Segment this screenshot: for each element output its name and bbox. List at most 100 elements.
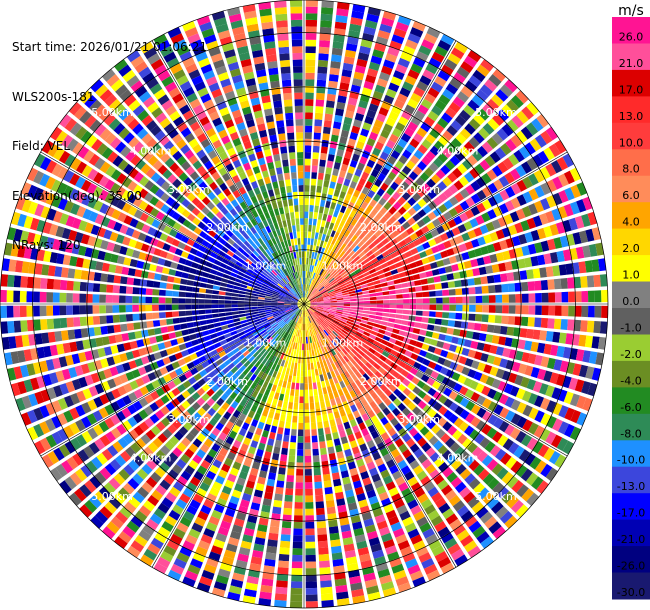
gate-cell (187, 564, 201, 575)
gate-cell (402, 264, 411, 271)
gate-cell (277, 304, 285, 306)
gate-cell (272, 294, 279, 297)
gate-cell (259, 591, 272, 600)
gate-cell (408, 315, 416, 321)
gate-cell (305, 561, 317, 569)
gate-cell (233, 386, 242, 395)
gate-cell (153, 351, 162, 360)
gate-cell (307, 277, 310, 285)
gate-cell (388, 206, 397, 215)
gate-cell (66, 280, 74, 291)
gate-cell (318, 347, 323, 355)
gate-cell (376, 296, 384, 300)
gate-cell (198, 309, 206, 315)
gate-cell (455, 253, 464, 262)
gate-cell (80, 179, 92, 192)
gate-cell (329, 67, 340, 76)
gate-cell (220, 520, 232, 530)
gate-cell (460, 279, 469, 287)
gate-cell (308, 294, 314, 300)
gate-cell (427, 408, 437, 419)
gate-cell (300, 323, 302, 331)
gate-cell (310, 415, 316, 423)
gate-cell (336, 311, 343, 314)
gate-cell (508, 372, 518, 384)
gate-cell (327, 326, 334, 332)
gate-cell (370, 391, 379, 400)
gate-cell (321, 139, 329, 148)
gate-cell (80, 464, 93, 478)
gate-cell (144, 417, 155, 428)
gate-cell (473, 371, 483, 381)
gate-cell (482, 398, 492, 409)
gate-cell (328, 147, 336, 156)
gate-cell (354, 168, 363, 177)
gate-cell (153, 562, 168, 574)
gate-cell (80, 328, 89, 338)
gate-cell (347, 138, 357, 147)
gate-cell (86, 282, 94, 292)
gate-cell (340, 331, 347, 337)
gate-cell (221, 463, 231, 473)
gate-cell (295, 382, 300, 390)
gate-cell (176, 442, 187, 453)
gate-cell (279, 293, 286, 297)
gate-cell (158, 312, 166, 319)
gate-cell (475, 314, 483, 322)
gate-cell (219, 447, 229, 457)
gate-cell (402, 337, 411, 344)
gate-cell (360, 357, 368, 365)
gate-cell (311, 165, 318, 173)
gate-cell (425, 248, 434, 256)
gate-cell (128, 360, 137, 370)
gate-cell (196, 449, 206, 459)
gate-cell (111, 209, 121, 220)
gate-cell (40, 389, 51, 402)
gate-cell (400, 230, 409, 239)
gate-cell (355, 331, 363, 337)
gate-cell (272, 419, 279, 427)
gate-cell (484, 516, 498, 529)
gate-cell (261, 331, 268, 337)
gate-cell (486, 496, 500, 510)
gate-cell (250, 373, 257, 382)
gate-cell (74, 231, 84, 243)
gate-cell (316, 514, 326, 522)
gate-cell (304, 298, 309, 304)
gate-cell (409, 232, 419, 241)
gate-cell (255, 344, 262, 351)
gate-cell (398, 427, 408, 438)
gate-cell (293, 308, 300, 313)
gate-cell (417, 160, 427, 171)
gate-cell (522, 176, 533, 189)
gate-cell (383, 201, 392, 211)
gate-cell (310, 278, 314, 286)
gate-cell (413, 253, 421, 261)
gate-cell (156, 240, 165, 249)
gate-cell (340, 318, 348, 323)
gate-cell (264, 309, 272, 312)
gate-cell (454, 405, 465, 416)
gate-cell (445, 107, 457, 119)
gate-cell (179, 285, 187, 291)
gate-cell (230, 272, 238, 278)
gate-cell (203, 563, 217, 574)
gate-cell (113, 221, 123, 232)
gate-cell (325, 265, 331, 272)
gate-cell (42, 221, 53, 234)
gate-cell (379, 225, 387, 233)
gate-cell (370, 430, 380, 439)
gate-cell (318, 317, 324, 323)
gate-cell (270, 459, 279, 467)
gate-cell (242, 325, 250, 331)
gate-cell (92, 316, 101, 325)
gate-cell (413, 132, 424, 143)
gate-cell (251, 328, 259, 334)
gate-cell (305, 277, 307, 285)
gate-cell (43, 345, 52, 358)
gate-cell (340, 524, 351, 533)
gate-cell (312, 279, 316, 287)
gate-cell (375, 379, 383, 387)
gate-cell (295, 315, 299, 323)
gate-cell (418, 235, 428, 244)
